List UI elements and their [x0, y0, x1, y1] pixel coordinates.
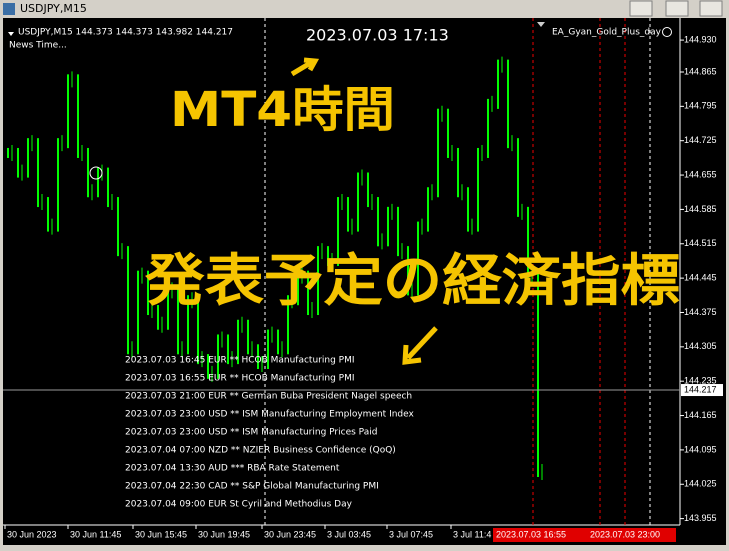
time-label: 30 Jun 11:45: [70, 529, 121, 539]
price-label: 144.655: [684, 169, 717, 179]
window-icon: [3, 3, 15, 15]
news-row: 2023.07.04 07:00 NZD ** NZIER Business C…: [125, 446, 396, 456]
maximize-button[interactable]: [665, 0, 689, 17]
time-box: [493, 528, 676, 542]
arrow: [290, 57, 320, 77]
time-label: 3 Jul 11:4: [453, 529, 491, 539]
window-buttons: [629, 0, 723, 17]
title-bar: [0, 0, 729, 18]
price-label: 144.165: [684, 410, 717, 420]
time-label: 30 Jun 23:45: [264, 529, 316, 539]
price-label: 143.955: [684, 513, 717, 523]
time-label: 30 Jun 15:45: [135, 529, 187, 539]
price-label: 144.725: [684, 135, 717, 145]
expert-smiley: [662, 27, 672, 37]
candles: [7, 56, 543, 480]
cursor-circle: [89, 166, 103, 180]
news-row: 2023.07.03 21:00 EUR ** German Buba Pres…: [125, 392, 412, 402]
time-box-label: 2023.07.03 23:00: [590, 529, 660, 539]
news-row: 2023.07.04 13:30 AUD *** RBA Rate Statem…: [125, 464, 340, 474]
server-time: 2023.07.03 17:13: [306, 26, 449, 45]
chart-area: [3, 18, 680, 525]
time-label: 30 Jun 2023: [7, 529, 57, 539]
price-label: 144.305: [684, 341, 717, 351]
news-list: 2023.07.03 16:45 EUR ** HCOB Manufacturi…: [125, 356, 415, 510]
price-label: 144.930: [684, 34, 717, 44]
symbol-line: USDJPY,M15 144.373 144.373 143.982 144.2…: [18, 28, 233, 38]
close-button[interactable]: [699, 0, 723, 17]
annotation-upcoming: 発表予定の経済指標: [145, 249, 680, 314]
time-box-label: 2023.07.03 16:55: [496, 529, 566, 539]
price-label: 144.795: [684, 101, 717, 111]
current-price-box: [681, 384, 723, 397]
time-labels: 30 Jun 2023 30 Jun 11:45 30 Jun 15:45 30 Ju…: [4, 525, 676, 542]
news-row: 2023.07.04 22:30 CAD ** S&P Global Manuf…: [125, 482, 379, 492]
price-label: 144.865: [684, 66, 717, 76]
time-label: 30 Jun 19:45: [198, 529, 250, 539]
price-label: 144.515: [684, 238, 717, 248]
time-label: 3 Jul 07:45: [389, 529, 433, 539]
price-label: 144.445: [684, 273, 717, 283]
time-label: 3 Jul 03:45: [327, 529, 371, 539]
news-row: 2023.07.03 16:55 EUR ** HCOB Manufacturi…: [125, 374, 355, 384]
news-row: 2023.07.03 23:00 USD ** ISM Manufacturin…: [125, 428, 377, 438]
news-row: 2023.07.03 16:45 EUR ** HCOB Manufacturi…: [125, 356, 355, 366]
news-row: 2023.07.03 23:00 USD ** ISM Manufacturin…: [125, 410, 415, 420]
annotation-mt4-time: MT4時間: [170, 82, 395, 138]
price-label: 144.025: [684, 479, 717, 489]
window-title: USDJPY,M15: [20, 2, 87, 15]
price-label: 144.375: [684, 307, 717, 317]
symbol-marker: [8, 32, 14, 36]
expert-name: EA_Gyan_Gold_Plus_day: [552, 28, 662, 38]
price-label: 144.585: [684, 204, 717, 214]
minimize-button[interactable]: [629, 0, 653, 17]
indicator-name: News Time...: [9, 41, 67, 51]
price-axis: [680, 18, 726, 525]
current-price-label: 144.217: [684, 384, 717, 394]
arrow: [402, 326, 438, 365]
shift-marker: [537, 22, 545, 27]
price-labels: 144.930 144.865 144.795 144.725 144.655 144.5…: [680, 34, 723, 523]
news-row: 2023.07.04 09:00 EUR St Cyril and Method…: [125, 500, 353, 510]
price-label: 144.235: [684, 376, 717, 386]
price-label: 144.095: [684, 444, 717, 454]
